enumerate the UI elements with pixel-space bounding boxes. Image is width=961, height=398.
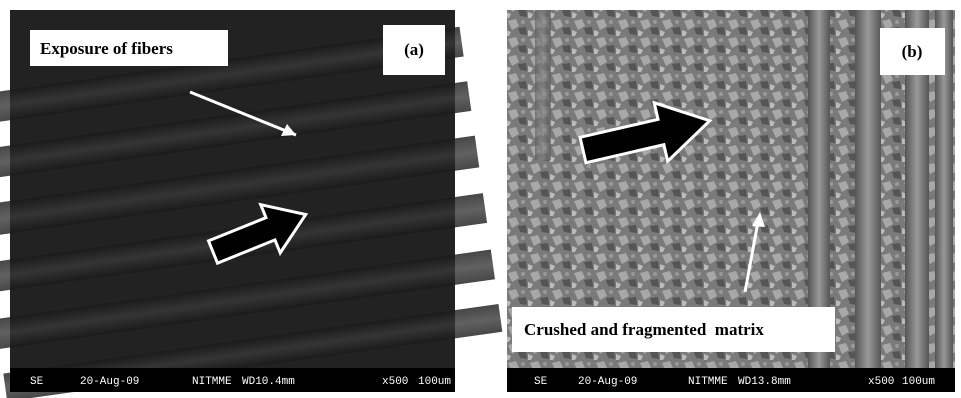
info-text: SE <box>30 376 44 388</box>
info-text: 100um <box>418 376 451 388</box>
info-text: x500 <box>868 376 894 388</box>
panel-label: (b) <box>902 42 923 61</box>
info-text: x500 <box>382 376 408 388</box>
info-text: 20-Aug-09 <box>578 376 637 388</box>
info-text: WD10.4mm <box>242 376 295 388</box>
panel-b: (b) Crushed and fragmented matrix SE 20-… <box>507 10 955 392</box>
caption: Crushed and fragmented matrix <box>524 320 764 339</box>
panel-a: Exposure of fibers (a) SE 20-Aug-09 NITM… <box>0 10 502 398</box>
panel-label: (a) <box>404 40 424 59</box>
caption: Exposure of fibers <box>40 39 173 58</box>
info-text: 100um <box>902 376 935 388</box>
info-text: NITMME <box>192 376 232 388</box>
info-text: 20-Aug-09 <box>80 376 139 388</box>
info-text: NITMME <box>688 376 728 388</box>
figure: Exposure of fibers (a) SE 20-Aug-09 NITM… <box>0 0 961 398</box>
info-text: WD13.8mm <box>738 376 791 388</box>
info-text: SE <box>534 376 548 388</box>
